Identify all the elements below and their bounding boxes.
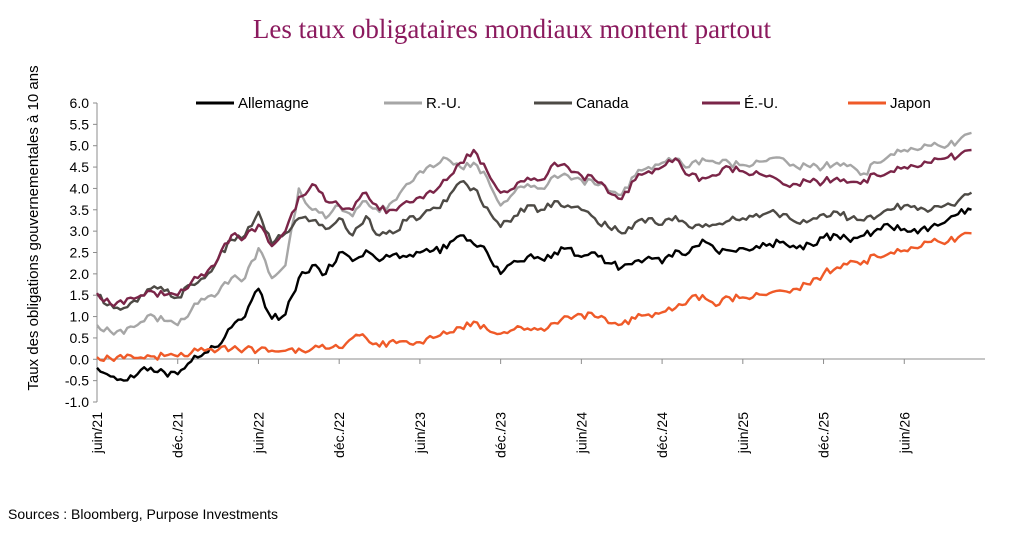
legend-label: Japon [890, 95, 931, 112]
y-tick-label: 4.5 [70, 159, 90, 175]
y-tick-label: 2.0 [70, 266, 90, 282]
x-tick-label: juin/21 [89, 412, 105, 454]
y-tick-label: 4.0 [70, 180, 90, 196]
y-tick-label: 6.0 [70, 95, 90, 111]
legend-label: Canada [576, 95, 629, 112]
x-tick-label: déc./22 [331, 412, 347, 458]
y-tick-label: -0.5 [65, 373, 89, 389]
legend-label: Allemagne [238, 95, 309, 112]
legend-label: R.-U. [426, 95, 461, 112]
x-tick-label: déc./21 [170, 412, 186, 458]
legend-label: É.-U. [744, 95, 778, 112]
line-chart: 6.0 5.5 5.0 4.5 4.0 3.5 3.0 2.5 2.0 1.5 1.0 0.5 0.0 -… [25, 65, 985, 458]
series-line-ru [96, 131, 972, 336]
x-tick-label: déc./24 [654, 412, 670, 458]
chart-series [95, 131, 973, 382]
series-line-canada [96, 180, 973, 311]
source-note: Sources : Bloomberg, Purpose Investments [8, 506, 279, 522]
y-tick-label: 0.0 [70, 351, 90, 367]
y-tick-label: 2.5 [70, 245, 90, 261]
y-tick-label: 0.5 [70, 330, 90, 346]
x-tick-label: juin/24 [573, 412, 589, 454]
y-tick-label: 1.5 [70, 287, 90, 303]
series-line-japon [96, 231, 972, 362]
y-tick-label: 3.5 [70, 202, 90, 218]
x-tick-label: juin/26 [896, 412, 912, 454]
chart-title: Les taux obligataires mondiaux montent p… [252, 14, 772, 44]
x-tick-label: juin/25 [735, 412, 751, 454]
y-tick-label: -1.0 [65, 394, 89, 410]
y-tick-label: 1.0 [70, 309, 90, 325]
y-tick-label: 5.5 [70, 116, 90, 132]
x-tick-label: juin/22 [250, 412, 266, 454]
series-line-u [95, 148, 972, 308]
x-tick-label: déc./23 [493, 412, 509, 458]
y-axis-title: Taux des obligations gouvernementales à … [25, 65, 42, 390]
x-tick-label: juin/23 [412, 412, 428, 454]
x-tick-label: déc./25 [816, 412, 832, 458]
chart-legend: Allemagne R.-U. Canada É.-U. Japon [196, 95, 931, 112]
y-tick-label: 5.0 [70, 138, 90, 154]
y-tick-label: 3.0 [70, 223, 90, 239]
series-line-allemagne [96, 207, 972, 382]
chart-axes: 6.0 5.5 5.0 4.5 4.0 3.5 3.0 2.5 2.0 1.5 1.0 0.5 0.0 -… [65, 95, 985, 458]
